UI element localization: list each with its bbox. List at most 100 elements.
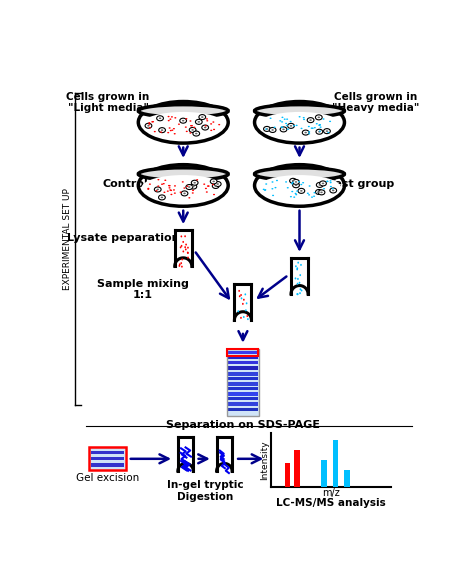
Ellipse shape: [318, 190, 325, 195]
Ellipse shape: [299, 292, 301, 294]
Ellipse shape: [245, 293, 246, 296]
Bar: [228, 402, 258, 406]
Ellipse shape: [212, 184, 219, 188]
Ellipse shape: [265, 128, 267, 130]
Ellipse shape: [272, 129, 274, 131]
Ellipse shape: [170, 189, 172, 191]
Ellipse shape: [174, 117, 176, 118]
Ellipse shape: [299, 116, 301, 118]
Ellipse shape: [311, 196, 313, 198]
Ellipse shape: [213, 129, 215, 130]
Bar: [228, 377, 258, 380]
Ellipse shape: [303, 119, 305, 120]
Ellipse shape: [319, 131, 321, 132]
Ellipse shape: [155, 187, 161, 192]
Ellipse shape: [218, 124, 220, 125]
Ellipse shape: [297, 293, 299, 295]
Ellipse shape: [181, 262, 182, 264]
Ellipse shape: [175, 258, 192, 275]
Ellipse shape: [330, 188, 337, 193]
Ellipse shape: [255, 101, 345, 143]
Ellipse shape: [290, 196, 292, 198]
Ellipse shape: [302, 182, 304, 184]
Ellipse shape: [246, 315, 248, 317]
Ellipse shape: [255, 168, 345, 180]
Ellipse shape: [301, 289, 302, 292]
Ellipse shape: [308, 131, 310, 132]
Ellipse shape: [159, 117, 161, 119]
Ellipse shape: [266, 128, 268, 130]
Ellipse shape: [212, 184, 214, 185]
Ellipse shape: [213, 194, 215, 195]
Ellipse shape: [210, 129, 212, 131]
Ellipse shape: [286, 118, 288, 120]
Ellipse shape: [319, 124, 321, 125]
Ellipse shape: [178, 124, 180, 125]
Ellipse shape: [169, 127, 171, 129]
Ellipse shape: [307, 118, 314, 122]
Ellipse shape: [300, 274, 301, 276]
Ellipse shape: [187, 257, 189, 259]
Ellipse shape: [183, 192, 186, 194]
Text: In-gel tryptic
Digestion: In-gel tryptic Digestion: [167, 480, 243, 502]
Ellipse shape: [319, 181, 327, 186]
Ellipse shape: [208, 185, 210, 187]
Ellipse shape: [299, 282, 301, 284]
Ellipse shape: [191, 180, 198, 185]
Ellipse shape: [210, 179, 217, 184]
Ellipse shape: [318, 117, 320, 118]
Ellipse shape: [167, 132, 169, 134]
Bar: [91, 463, 124, 466]
Ellipse shape: [169, 189, 171, 191]
Ellipse shape: [309, 185, 310, 187]
Ellipse shape: [332, 188, 334, 189]
Bar: [285, 463, 290, 487]
Ellipse shape: [258, 175, 341, 200]
Ellipse shape: [300, 190, 302, 192]
Ellipse shape: [187, 247, 189, 249]
Ellipse shape: [295, 265, 297, 267]
Ellipse shape: [235, 312, 251, 329]
Ellipse shape: [322, 118, 325, 120]
Ellipse shape: [173, 133, 176, 135]
Bar: [345, 470, 350, 487]
Ellipse shape: [183, 187, 185, 189]
Ellipse shape: [206, 191, 208, 193]
Ellipse shape: [238, 290, 240, 292]
Ellipse shape: [255, 164, 345, 206]
Ellipse shape: [188, 186, 191, 188]
Ellipse shape: [298, 188, 305, 194]
Ellipse shape: [243, 316, 245, 318]
Ellipse shape: [310, 128, 313, 129]
Ellipse shape: [192, 186, 195, 187]
Ellipse shape: [201, 116, 203, 118]
Bar: [228, 349, 258, 356]
Ellipse shape: [193, 131, 200, 136]
Ellipse shape: [282, 127, 283, 128]
Ellipse shape: [182, 251, 184, 252]
Ellipse shape: [206, 118, 208, 120]
Ellipse shape: [181, 266, 183, 268]
Ellipse shape: [195, 120, 202, 124]
Ellipse shape: [324, 129, 330, 134]
Ellipse shape: [138, 164, 228, 206]
Bar: [89, 447, 126, 470]
Bar: [178, 437, 193, 471]
Ellipse shape: [205, 125, 207, 127]
Bar: [91, 457, 124, 461]
Ellipse shape: [300, 184, 302, 185]
Ellipse shape: [161, 129, 164, 131]
Ellipse shape: [272, 181, 273, 182]
Ellipse shape: [283, 129, 285, 130]
Bar: [333, 440, 338, 487]
Ellipse shape: [212, 121, 214, 123]
Ellipse shape: [138, 105, 228, 117]
Ellipse shape: [168, 185, 170, 187]
Ellipse shape: [157, 179, 159, 180]
Ellipse shape: [274, 187, 276, 188]
Ellipse shape: [292, 180, 300, 184]
Ellipse shape: [290, 125, 292, 127]
Ellipse shape: [258, 112, 341, 137]
Ellipse shape: [167, 191, 169, 192]
Text: LC-MS/MS analysis: LC-MS/MS analysis: [276, 498, 386, 508]
